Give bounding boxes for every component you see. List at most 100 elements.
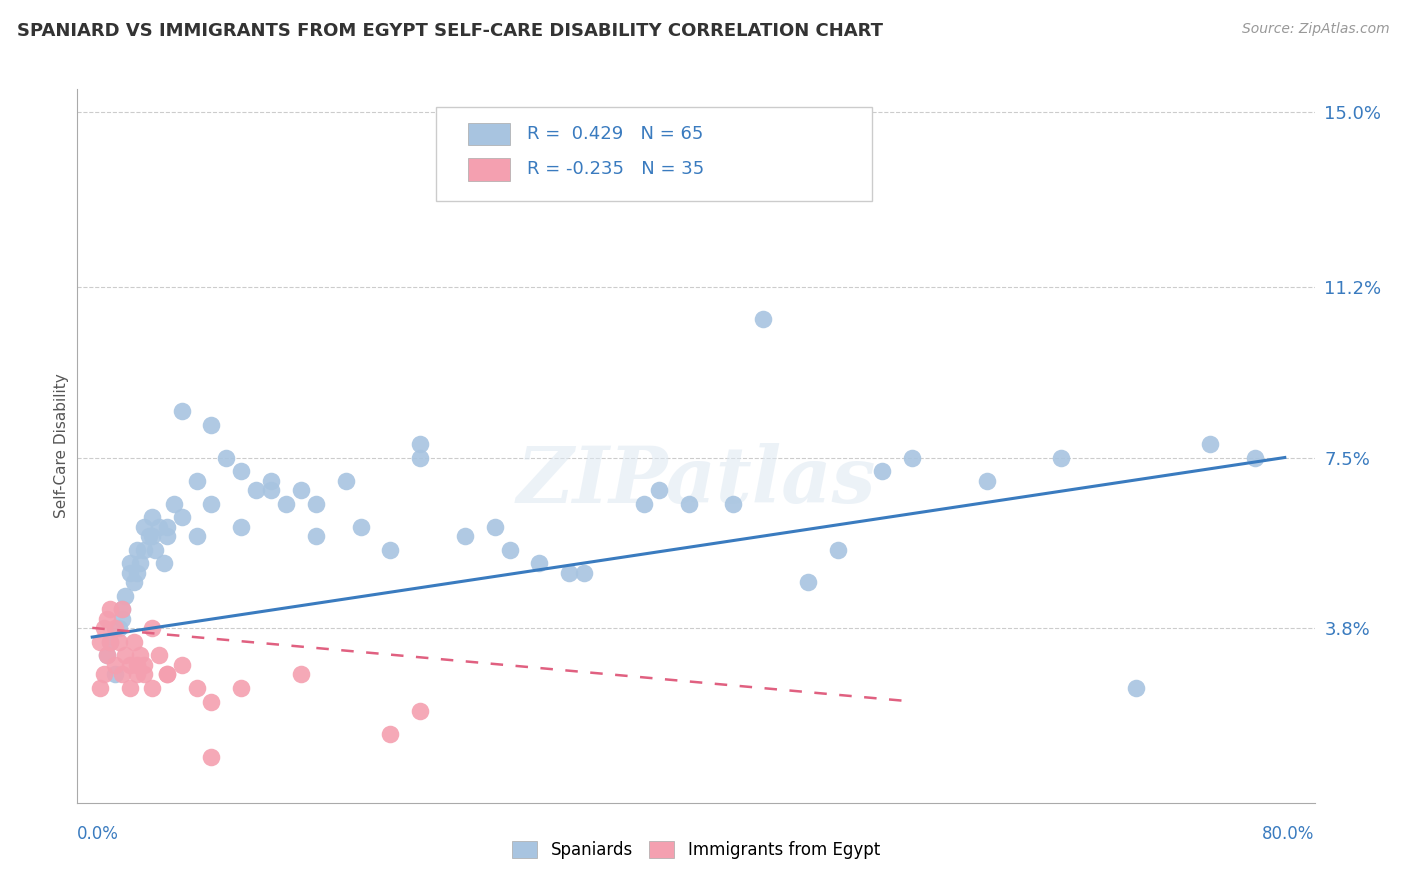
Point [409, 436, 432, 450]
Point [976, 474, 998, 488]
Point [827, 542, 849, 557]
Point [141, 529, 163, 543]
Point [125, 566, 148, 580]
Point [498, 542, 520, 557]
Point [633, 497, 655, 511]
Point [245, 483, 267, 497]
Point [200, 418, 222, 433]
Point [156, 666, 179, 681]
Point [305, 529, 328, 543]
Point [872, 464, 894, 478]
Point [156, 666, 179, 681]
Text: 0.0%: 0.0% [77, 825, 120, 843]
Point [96, 648, 118, 663]
Point [163, 497, 186, 511]
Point [200, 749, 222, 764]
Point [454, 529, 477, 543]
Point [231, 519, 253, 533]
Point [129, 648, 152, 663]
Point [1199, 436, 1222, 450]
Point [260, 474, 283, 488]
Point [108, 634, 131, 648]
Point [104, 666, 127, 681]
Point [122, 574, 145, 589]
Point [98, 634, 121, 648]
Point [93, 621, 115, 635]
Point [114, 589, 136, 603]
Text: R = -0.235   N = 35: R = -0.235 N = 35 [527, 161, 704, 178]
Point [200, 497, 222, 511]
Point [111, 602, 134, 616]
Point [141, 510, 163, 524]
Point [170, 657, 193, 672]
Point [572, 566, 595, 580]
Text: ZIPatlas: ZIPatlas [516, 443, 876, 520]
Point [138, 529, 160, 543]
Point [98, 634, 121, 648]
Point [111, 666, 134, 681]
Point [111, 602, 134, 616]
Point [349, 519, 371, 533]
Point [134, 542, 156, 557]
Point [93, 666, 115, 681]
Point [484, 519, 506, 533]
Point [380, 727, 402, 741]
Point [141, 621, 163, 635]
Point [104, 657, 127, 672]
Point [186, 529, 208, 543]
Point [231, 464, 253, 478]
Point [96, 648, 118, 663]
Point [186, 681, 208, 695]
Point [125, 657, 148, 672]
Point [409, 450, 432, 465]
Point [118, 657, 141, 672]
Point [752, 312, 775, 326]
Point [89, 681, 111, 695]
Text: SPANIARD VS IMMIGRANTS FROM EGYPT SELF-CARE DISABILITY CORRELATION CHART: SPANIARD VS IMMIGRANTS FROM EGYPT SELF-C… [17, 22, 883, 40]
Y-axis label: Self-Care Disability: Self-Care Disability [53, 374, 69, 518]
Point [98, 602, 121, 616]
Point [148, 648, 170, 663]
Point [114, 648, 136, 663]
Point [118, 566, 141, 580]
Point [290, 666, 312, 681]
Point [558, 566, 581, 580]
Point [108, 621, 131, 635]
Text: Source: ZipAtlas.com: Source: ZipAtlas.com [1241, 22, 1389, 37]
Point [1244, 450, 1267, 465]
Point [143, 542, 166, 557]
Point [260, 483, 283, 497]
Point [186, 474, 208, 488]
Point [647, 483, 669, 497]
Point [96, 612, 118, 626]
Point [125, 666, 148, 681]
Point [678, 497, 700, 511]
Point [274, 497, 297, 511]
Point [141, 681, 163, 695]
Point [152, 557, 174, 571]
Point [111, 612, 134, 626]
Point [134, 519, 156, 533]
Point [380, 542, 402, 557]
Point [231, 681, 253, 695]
Point [89, 634, 111, 648]
Legend: Spaniards, Immigrants from Egypt: Spaniards, Immigrants from Egypt [505, 834, 887, 866]
Point [122, 634, 145, 648]
Point [901, 450, 924, 465]
Point [529, 557, 551, 571]
Point [1125, 681, 1147, 695]
Point [215, 450, 238, 465]
Point [290, 483, 312, 497]
Point [148, 519, 170, 533]
Point [129, 557, 152, 571]
Text: 80.0%: 80.0% [1263, 825, 1315, 843]
Point [1050, 450, 1073, 465]
Point [104, 621, 127, 635]
Point [125, 542, 148, 557]
Point [409, 704, 432, 718]
Point [156, 529, 179, 543]
Point [305, 497, 328, 511]
Point [335, 474, 357, 488]
Point [134, 666, 156, 681]
Point [118, 681, 141, 695]
